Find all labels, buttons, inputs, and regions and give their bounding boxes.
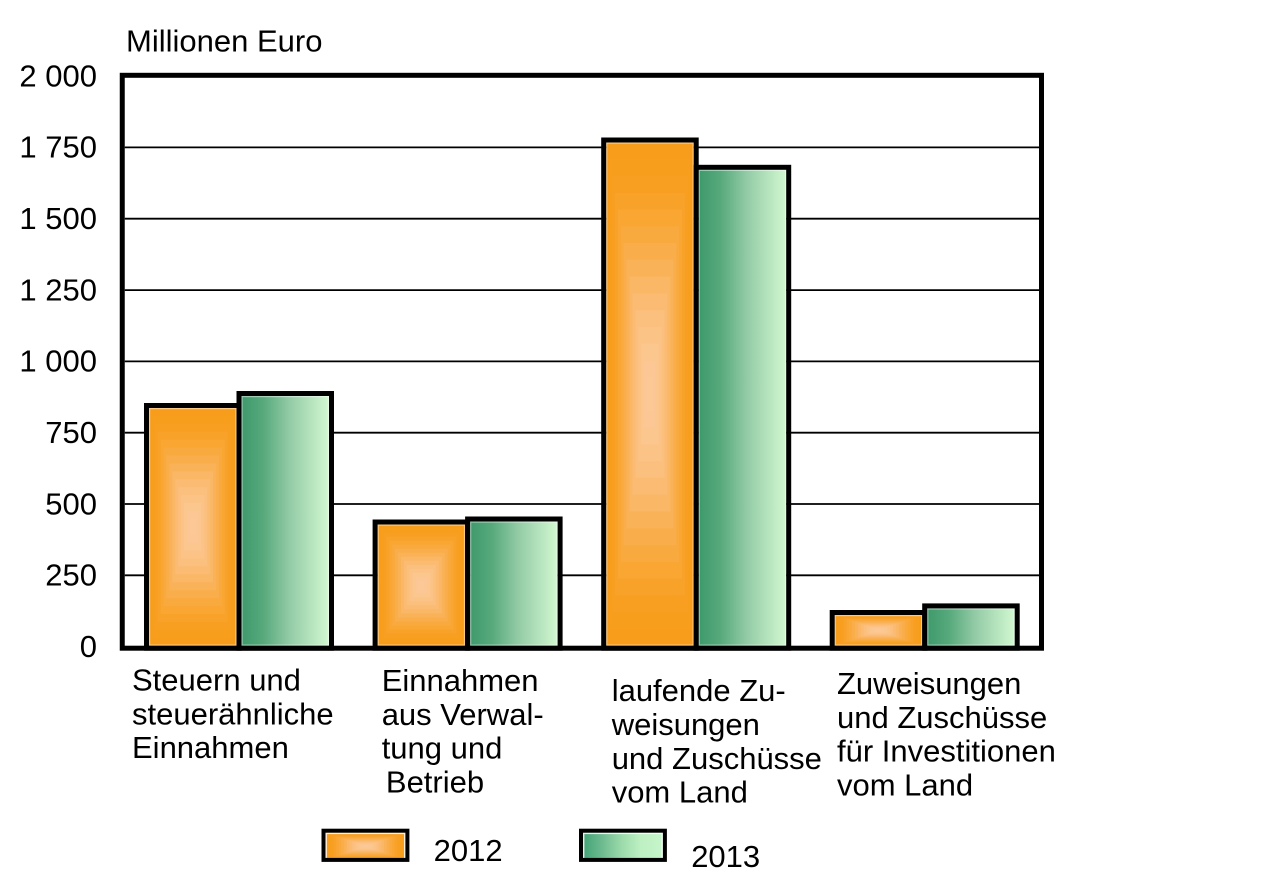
svg-text:0: 0 xyxy=(80,629,97,664)
svg-text:vom Land: vom Land xyxy=(612,775,748,810)
svg-text:Einnahmen: Einnahmen xyxy=(132,730,289,765)
svg-text:2012: 2012 xyxy=(434,833,503,868)
svg-text:Millionen Euro: Millionen Euro xyxy=(126,24,322,59)
svg-text:vom Land: vom Land xyxy=(837,768,973,803)
svg-text:und Zuschüsse: und Zuschüsse xyxy=(837,700,1047,735)
svg-text:steuerähnliche: steuerähnliche xyxy=(132,696,334,731)
svg-text:tung und: tung und xyxy=(382,731,503,766)
svg-text:500: 500 xyxy=(45,486,97,521)
svg-text:aus Verwal-: aus Verwal- xyxy=(382,697,544,732)
svg-text:1 250: 1 250 xyxy=(19,272,97,307)
svg-text:1 000: 1 000 xyxy=(19,344,97,379)
svg-text:Steuern und: Steuern und xyxy=(132,663,301,698)
svg-text:und Zuschüsse: und Zuschüsse xyxy=(612,741,822,776)
svg-text:750: 750 xyxy=(45,415,97,450)
svg-text:2013: 2013 xyxy=(691,839,760,874)
svg-text:Betrieb: Betrieb xyxy=(386,764,484,799)
svg-text:250: 250 xyxy=(45,558,97,593)
svg-text:Einnahmen: Einnahmen xyxy=(382,663,539,698)
svg-text:1 750: 1 750 xyxy=(19,130,97,165)
svg-text:2 000: 2 000 xyxy=(19,58,97,93)
svg-text:weisungen: weisungen xyxy=(611,707,760,742)
svg-text:1 500: 1 500 xyxy=(19,201,97,236)
svg-text:laufende Zu-: laufende Zu- xyxy=(612,673,786,708)
svg-text:für Investitionen: für Investitionen xyxy=(837,734,1056,769)
svg-text:Zuweisungen: Zuweisungen xyxy=(837,666,1021,701)
